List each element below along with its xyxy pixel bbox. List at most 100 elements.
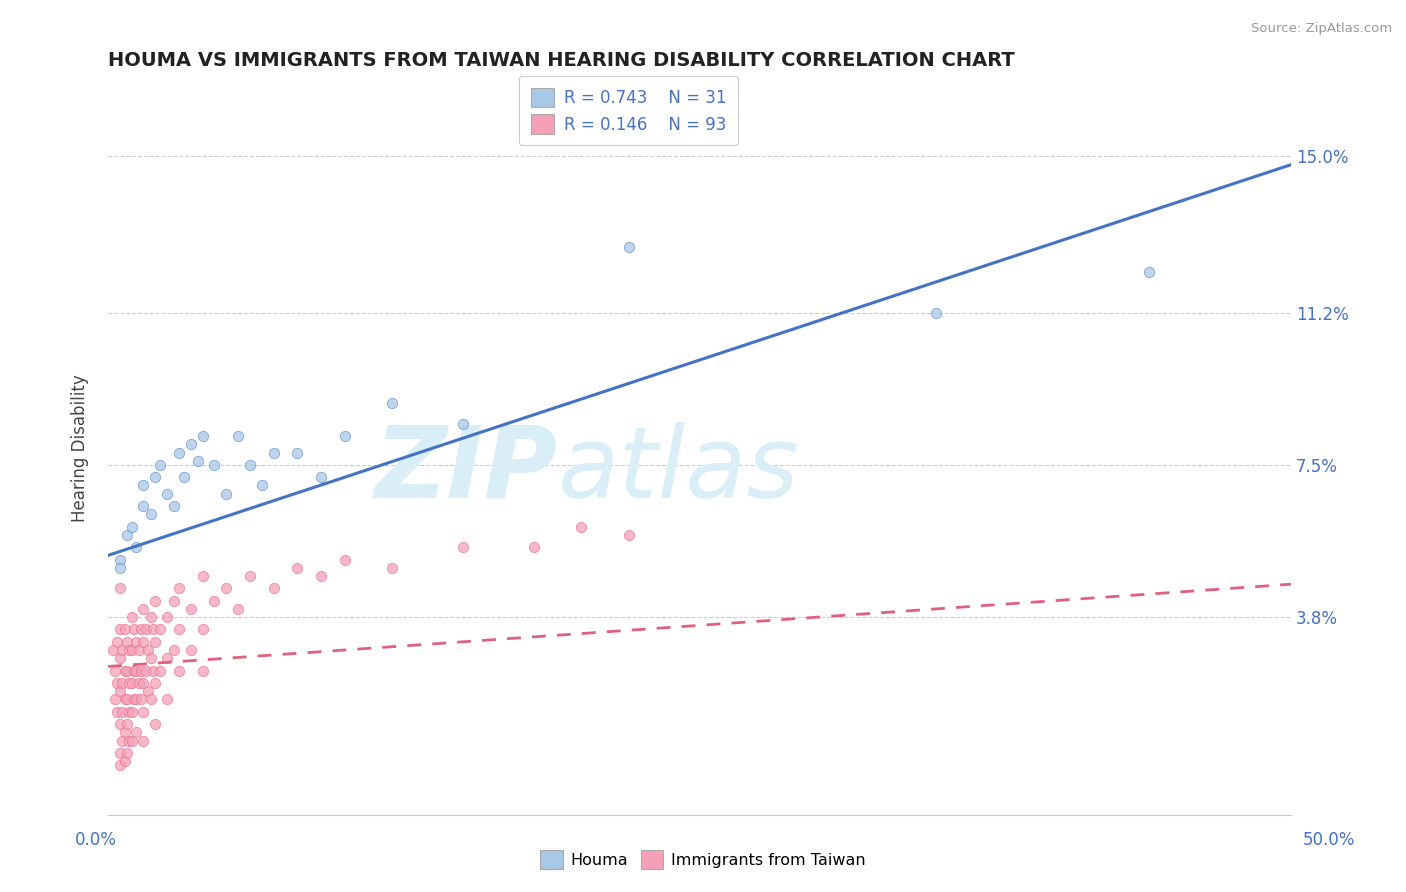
Point [136, 643, 159, 657]
Point [149, 458, 172, 472]
Point [285, 560, 308, 574]
Point [139, 692, 162, 706]
Point [142, 664, 165, 678]
Point [111, 733, 134, 747]
Point [215, 582, 238, 596]
Point [125, 692, 148, 706]
Point [163, 643, 186, 657]
Point [617, 528, 640, 542]
Point [569, 519, 592, 533]
Point [129, 692, 152, 706]
Point [143, 470, 166, 484]
Point [121, 643, 143, 657]
Point [132, 705, 155, 719]
Point [451, 540, 474, 554]
Point [132, 602, 155, 616]
Point [451, 417, 474, 431]
Point [125, 540, 148, 554]
Point [118, 676, 141, 690]
Point [309, 569, 332, 583]
Point [180, 602, 202, 616]
Point [122, 692, 145, 706]
Point [108, 560, 131, 574]
Point [239, 569, 262, 583]
Point [143, 593, 166, 607]
Point [142, 623, 165, 637]
Point [122, 623, 145, 637]
Point [149, 623, 172, 637]
Point [139, 508, 162, 522]
Text: HOUMA VS IMMIGRANTS FROM TAIWAN HEARING DISABILITY CORRELATION CHART: HOUMA VS IMMIGRANTS FROM TAIWAN HEARING … [108, 51, 1015, 70]
Point [118, 733, 141, 747]
Point [163, 499, 186, 513]
Point [115, 717, 138, 731]
Text: atlas: atlas [558, 422, 799, 519]
Point [263, 445, 285, 459]
Point [128, 643, 150, 657]
Point [263, 582, 285, 596]
Point [108, 651, 131, 665]
Point [149, 664, 172, 678]
Point [191, 664, 214, 678]
Point [114, 692, 136, 706]
Point [167, 623, 190, 637]
Point [132, 676, 155, 690]
Y-axis label: Hearing Disability: Hearing Disability [72, 375, 89, 523]
Point [187, 454, 209, 468]
Point [122, 664, 145, 678]
Point [333, 429, 356, 443]
Point [111, 643, 134, 657]
Point [167, 582, 190, 596]
Point [167, 445, 190, 459]
Point [132, 733, 155, 747]
Point [108, 684, 131, 698]
Point [125, 664, 148, 678]
Point [180, 437, 202, 451]
Point [107, 634, 129, 648]
Point [226, 602, 249, 616]
Point [163, 593, 186, 607]
Point [114, 664, 136, 678]
Point [135, 664, 157, 678]
Point [121, 733, 143, 747]
Point [143, 676, 166, 690]
Point [617, 240, 640, 254]
Point [104, 664, 127, 678]
Point [108, 746, 131, 760]
Point [132, 478, 155, 492]
Point [136, 684, 159, 698]
Text: ZIP: ZIP [374, 422, 558, 519]
Point [121, 610, 143, 624]
Point [125, 634, 148, 648]
Point [523, 540, 546, 554]
Point [128, 676, 150, 690]
Point [204, 458, 226, 472]
Point [143, 634, 166, 648]
Point [139, 610, 162, 624]
Point [381, 560, 404, 574]
Point [239, 458, 262, 472]
Point [129, 623, 152, 637]
Point [101, 643, 124, 657]
Point [167, 664, 190, 678]
Point [132, 499, 155, 513]
Legend: R = 0.743    N = 31, R = 0.146    N = 93: R = 0.743 N = 31, R = 0.146 N = 93 [519, 76, 738, 145]
Point [139, 651, 162, 665]
Point [115, 634, 138, 648]
Point [104, 692, 127, 706]
Point [121, 705, 143, 719]
Point [215, 486, 238, 500]
Point [180, 643, 202, 657]
Text: 0.0%: 0.0% [75, 831, 117, 849]
Point [108, 552, 131, 566]
Point [309, 470, 332, 484]
Point [121, 676, 143, 690]
Point [115, 528, 138, 542]
Point [114, 623, 136, 637]
Point [108, 758, 131, 772]
Point [114, 725, 136, 739]
Point [107, 676, 129, 690]
Point [285, 445, 308, 459]
Text: Source: ZipAtlas.com: Source: ZipAtlas.com [1251, 22, 1392, 36]
Point [1137, 264, 1160, 278]
